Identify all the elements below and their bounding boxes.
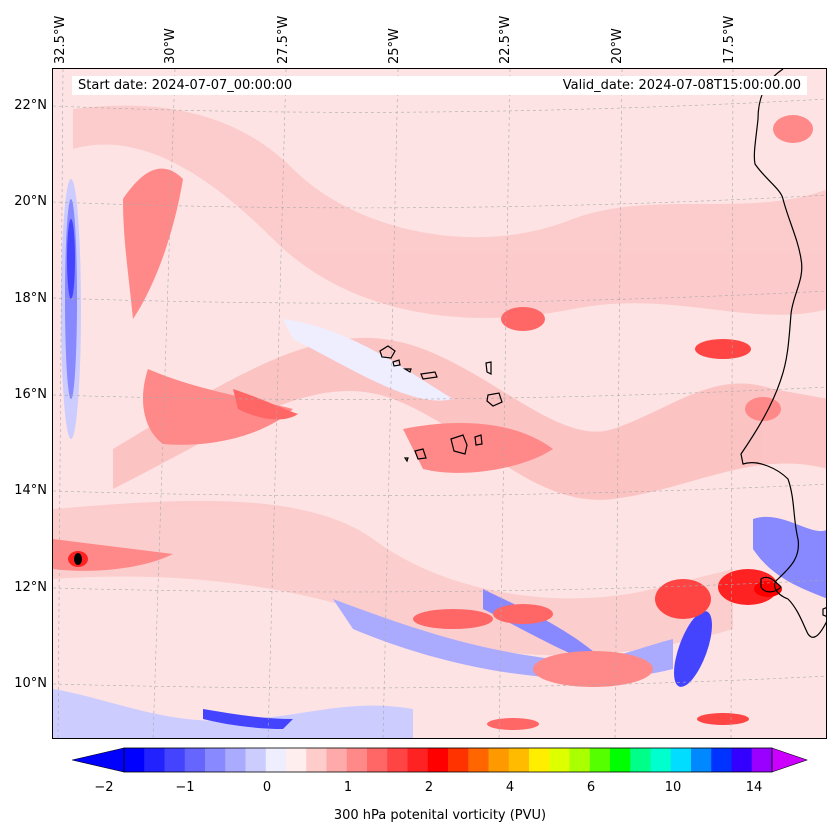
colorbar-over-triangle (771, 747, 808, 773)
latitude-label: 10°N (14, 676, 47, 691)
colorbar-swatch (691, 748, 712, 772)
colorbar-swatch (326, 748, 348, 772)
colorbar (72, 747, 808, 773)
colorbar-swatch (508, 748, 530, 772)
colorbar-swatch (650, 748, 672, 772)
colorbar-tick-label: 2 (424, 780, 434, 795)
latitude-label: 22°N (14, 98, 47, 113)
colorbar-swatch (468, 748, 489, 772)
colorbar-tick-label: −2 (94, 780, 114, 795)
colorbar-swatch (367, 748, 388, 772)
longitude-label: 32.5°W (53, 15, 68, 64)
colorbar-tick-label: 14 (745, 780, 763, 795)
colorbar-swatch (387, 748, 408, 772)
latitude-label: 16°N (14, 387, 47, 402)
colorbar-label: 300 hPa potenital vorticity (PVU) (333, 808, 547, 823)
longitude-label: 20°W (610, 28, 625, 64)
colorbar-swatch (225, 748, 246, 772)
colorbar-swatch (448, 748, 469, 772)
valid-date-text: Valid_date: 2024-07-08T15:00:00.00 (562, 78, 801, 93)
colorbar-swatch (286, 748, 307, 772)
longitude-label: 25°W (387, 28, 402, 64)
colorbar-swatch (549, 748, 570, 772)
latitude-label: 20°N (14, 194, 47, 209)
latitude-label: 18°N (14, 291, 47, 306)
colorbar-tick-label: −1 (175, 780, 195, 795)
colorbar-swatch (205, 748, 226, 772)
graticule (53, 69, 826, 738)
latitude-label: 14°N (14, 483, 47, 498)
island-outlines (379, 345, 503, 463)
colorbar-swatch (670, 748, 692, 772)
colorbar-swatch (589, 748, 611, 772)
colorbar-swatch (731, 748, 753, 772)
latitude-label: 12°N (14, 580, 47, 595)
colorbar-swatch (488, 748, 510, 772)
colorbar-swatch (711, 748, 732, 772)
colorbar-swatch (245, 748, 267, 772)
colorbar-swatch (407, 748, 429, 772)
date-info-bar: Start date: 2024-07-07_00:00:00 Valid_da… (72, 76, 807, 95)
colorbar-swatch (630, 748, 651, 772)
colorbar-under-triangle (72, 747, 125, 773)
colorbar-swatch (427, 748, 449, 772)
colorbar-swatch (569, 748, 591, 772)
colorbar-tick-label: 0 (262, 780, 272, 795)
colorbar-tick-label: 1 (343, 780, 353, 795)
colorbar-swatch (751, 748, 773, 772)
colorbar-swatch (124, 748, 145, 772)
colorbar-tick-label: 10 (664, 780, 682, 795)
colorbar-swatch (610, 748, 631, 772)
colorbar-swatch (306, 748, 327, 772)
colorbar-tick-label: 4 (505, 780, 515, 795)
longitude-label: 22.5°W (498, 15, 513, 64)
longitude-label: 17.5°W (722, 15, 737, 64)
colorbar-swatch (144, 748, 165, 772)
colorbar-swatch (164, 748, 186, 772)
pv-pink-field (53, 105, 826, 656)
colorbar-tick-label: 6 (586, 780, 596, 795)
map-panel (52, 68, 827, 739)
pv-field-map (53, 69, 826, 738)
colorbar-swatch (184, 748, 206, 772)
colorbar-swatch (265, 748, 287, 772)
colorbar-swatch (529, 748, 550, 772)
colorbar-swatch (346, 748, 368, 772)
longitude-label: 30°W (163, 28, 178, 64)
start-date-text: Start date: 2024-07-07_00:00:00 (78, 78, 293, 93)
coastline (740, 69, 826, 638)
longitude-label: 27.5°W (276, 15, 291, 64)
